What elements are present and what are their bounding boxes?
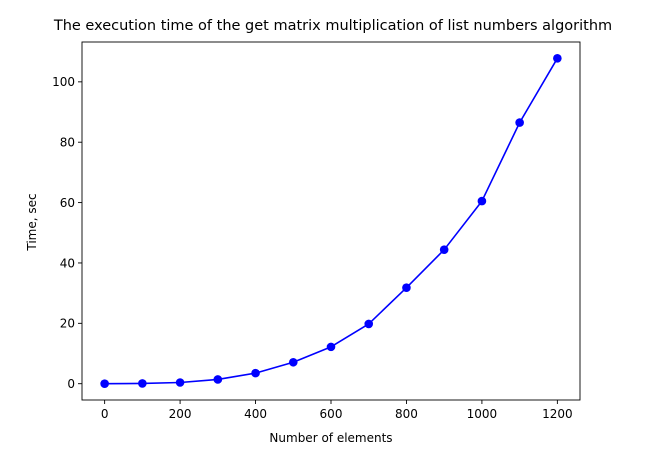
axes: 0 200 400 600 800 1000 1200 0 20 40 60 80 100 [52,41,581,421]
data-point [251,368,260,378]
y-tick-label: 40 [60,256,75,270]
chart-title: The execution time of the get matrix mul… [53,18,612,34]
y-tick-label: 0 [67,377,75,391]
data-point [439,245,449,254]
y-tick-label: 20 [60,317,75,331]
data-point [138,379,147,388]
x-tick-label: 0 [101,407,109,421]
series-line [103,57,559,385]
data-point [213,375,223,384]
y-axis-label: Time, sec [25,193,39,251]
data-point [402,283,411,293]
data-point [326,342,336,352]
plot-area [100,54,562,389]
data-point [477,196,487,206]
data-point [288,357,298,367]
x-tick-label: 600 [320,407,343,421]
y-tick-label: 100 [52,75,75,89]
x-tick-label: 200 [169,407,192,421]
y-tick-label: 80 [60,136,75,150]
x-tick-label: 400 [244,407,267,421]
y-tick-label: 60 [60,196,75,210]
data-point [100,379,109,389]
x-tick-label: 1200 [542,407,573,421]
data-point [175,378,185,387]
x-tick-label: 1000 [467,407,498,421]
data-point [553,54,562,63]
x-axis-label: Number of elements [269,431,392,445]
data-point [364,319,374,329]
x-tick-label: 800 [395,407,418,421]
data-point [515,118,524,127]
